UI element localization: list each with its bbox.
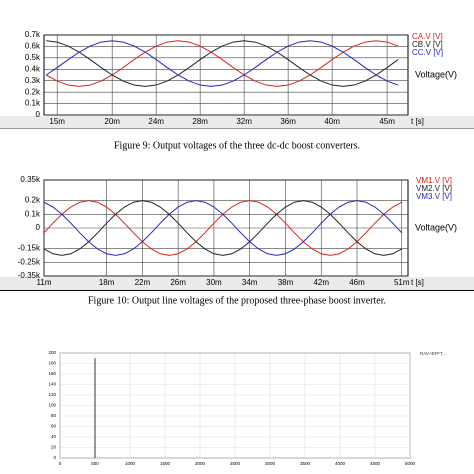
x-tick-label: 3500 — [300, 461, 311, 466]
x-tick-label: 30m — [206, 278, 222, 287]
x-tick-label: 11m — [37, 278, 52, 287]
y-tick-label: 0.1k — [25, 99, 41, 108]
x-tick-label: 34m — [242, 278, 258, 287]
x-tick-label: 0 — [59, 461, 62, 466]
x-tick-label: 4500 — [370, 461, 381, 466]
y-tick-label: 0 — [36, 110, 41, 119]
legend-entry: RAV+EFFT... — [420, 351, 446, 356]
y-tick-label: 60 — [51, 424, 57, 429]
y-axis-label: Voltage(V) — [415, 222, 457, 232]
x-axis-label: t [s] — [411, 278, 424, 287]
legend-entry: VM3.V [V] — [416, 192, 452, 201]
y-tick-label: 100 — [48, 403, 56, 408]
y-tick-label: 180 — [48, 361, 56, 366]
legend-entry: CB.V [V] — [412, 40, 443, 49]
y-tick-label: 0.1k — [25, 209, 41, 218]
x-tick-label: 36m — [280, 117, 296, 126]
x-tick-label: 38m — [278, 278, 294, 287]
legend-entry: CC.V [V] — [412, 48, 443, 57]
y-tick-label: 20 — [51, 445, 57, 450]
legend-entry: VM2.V [V] — [416, 184, 452, 193]
x-tick-label: 2000 — [195, 461, 206, 466]
x-tick-label: 15m — [49, 117, 65, 126]
x-tick-label: 42m — [313, 278, 329, 287]
legend-entry: CA.V [V] — [412, 32, 443, 41]
x-tick-label: 5000 — [405, 461, 416, 466]
series-line — [43, 200, 402, 256]
y-tick-label: 0.3k — [25, 76, 41, 85]
y-tick-label: 0.7k — [25, 30, 41, 39]
x-tick-label: 24m — [148, 117, 164, 126]
x-tick-label: 2500 — [230, 461, 241, 466]
x-tick-label: 51m — [394, 278, 410, 287]
x-tick-label: 18m — [99, 278, 115, 287]
y-tick-label: -0.35k — [18, 271, 41, 280]
series-line — [45, 40, 399, 87]
x-tick-label: 500 — [91, 461, 99, 466]
y-tick-label: 0.35k — [20, 175, 41, 184]
y-tick-label: 120 — [48, 392, 56, 397]
caption: Figure 10: Output line voltages of the p… — [88, 295, 386, 306]
y-tick-label: 0.2k — [25, 196, 41, 205]
y-tick-label: 0 — [36, 223, 41, 232]
y-tick-label: 0 — [53, 455, 56, 460]
y-tick-label: 140 — [48, 382, 56, 387]
x-tick-label: 28m — [192, 117, 208, 126]
x-tick-label: 3000 — [265, 461, 276, 466]
axis-strip — [0, 116, 474, 128]
y-tick-label: -0.15k — [18, 244, 41, 253]
series-line — [43, 200, 403, 256]
y-tick-label: 160 — [48, 371, 56, 376]
plot-area — [43, 34, 409, 116]
series-line — [46, 40, 399, 87]
y-tick-label: 0.6k — [25, 42, 41, 51]
y-tick-label: 0.4k — [25, 64, 41, 73]
x-tick-label: 40m — [324, 117, 340, 126]
x-tick-label: 32m — [236, 117, 252, 126]
y-tick-label: -0.25k — [18, 257, 41, 266]
caption: Figure 9: Output voltages of the three d… — [114, 140, 360, 151]
x-tick-label: 26m — [170, 278, 186, 287]
y-tick-label: 0.5k — [25, 53, 41, 62]
y-tick-label: 0.2k — [25, 87, 41, 96]
y-tick-label: 40 — [51, 434, 57, 439]
x-tick-label: 22m — [135, 278, 151, 287]
y-tick-label: 200 — [48, 350, 56, 355]
legend-entry: VM1.V [V] — [416, 176, 452, 185]
y-axis-label: Voltage(V) — [415, 69, 457, 79]
x-tick-label: 20m — [104, 117, 120, 126]
axis-strip — [0, 277, 474, 290]
x-axis-label: t [s] — [411, 117, 424, 126]
x-tick-label: 1500 — [160, 461, 171, 466]
x-tick-label: 46m — [349, 278, 365, 287]
x-tick-label: 4000 — [335, 461, 346, 466]
x-tick-label: 45m — [379, 117, 395, 126]
x-tick-label: 1000 — [125, 461, 136, 466]
y-tick-label: 80 — [51, 413, 57, 418]
series-line — [45, 40, 399, 87]
